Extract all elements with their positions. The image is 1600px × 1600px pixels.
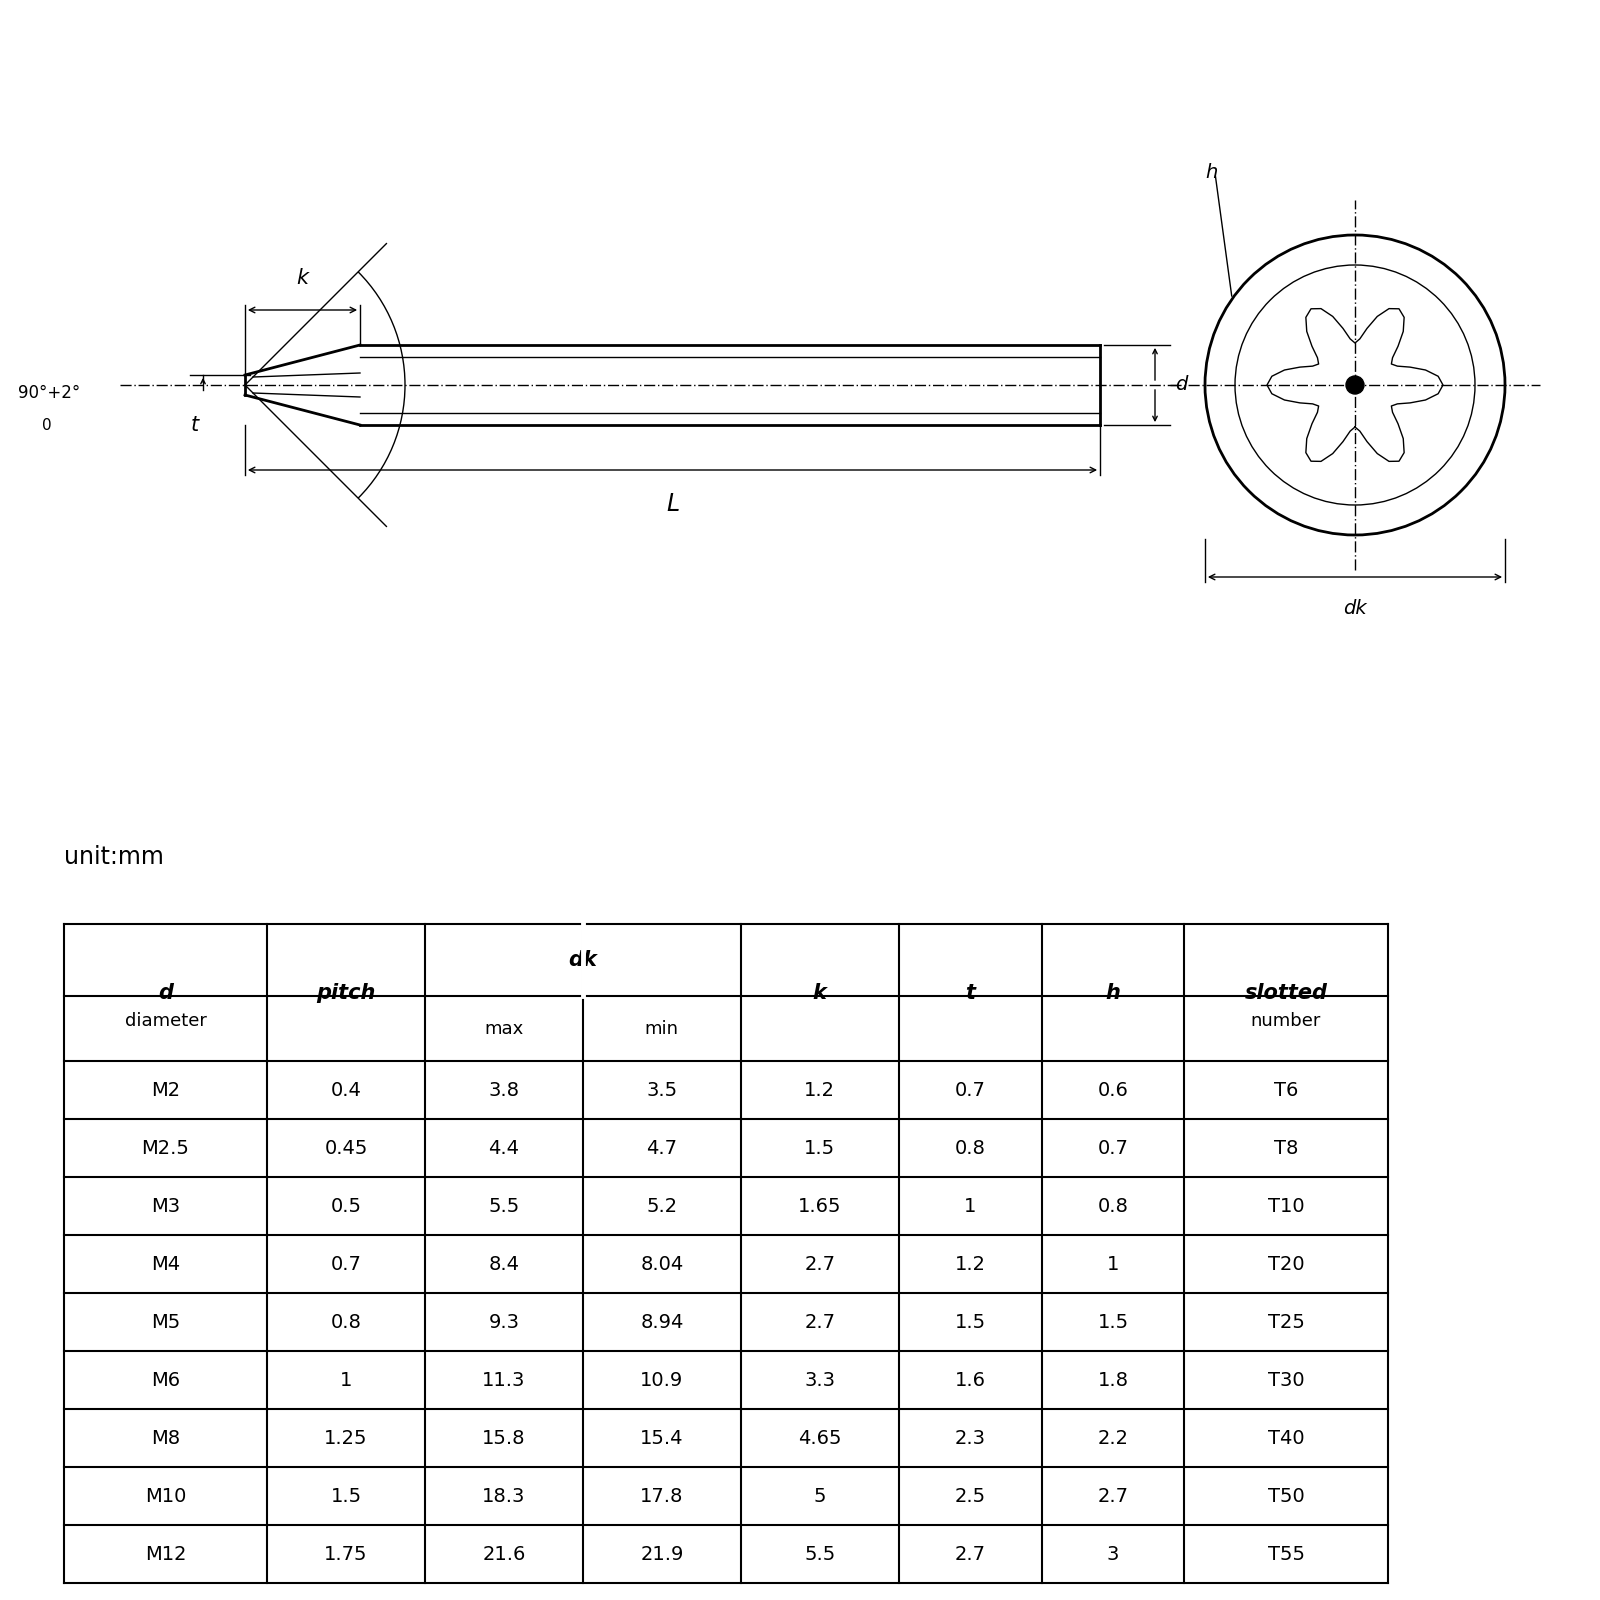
Text: 0.7: 0.7 [331, 1254, 362, 1274]
Text: slotted: slotted [1245, 982, 1328, 1003]
Text: dk: dk [1342, 598, 1366, 618]
Text: M6: M6 [150, 1371, 181, 1389]
Text: 1.5: 1.5 [805, 1139, 835, 1157]
Text: 1: 1 [963, 1197, 976, 1216]
Text: 0.8: 0.8 [955, 1139, 986, 1157]
Text: dk: dk [568, 950, 597, 970]
Text: 21.9: 21.9 [640, 1544, 683, 1563]
Text: L: L [666, 493, 678, 515]
Text: T10: T10 [1267, 1197, 1304, 1216]
Text: 5.5: 5.5 [805, 1544, 835, 1563]
Text: 1.2: 1.2 [955, 1254, 986, 1274]
Text: 0.8: 0.8 [1098, 1197, 1128, 1216]
Text: 3.3: 3.3 [805, 1371, 835, 1389]
Text: 2.5: 2.5 [955, 1486, 986, 1506]
Text: pitch: pitch [317, 982, 376, 1003]
Text: 21.6: 21.6 [482, 1544, 526, 1563]
Text: T30: T30 [1267, 1371, 1304, 1389]
Text: 2.2: 2.2 [1098, 1429, 1128, 1448]
Text: 0.8: 0.8 [331, 1312, 362, 1331]
Text: 8.04: 8.04 [640, 1254, 683, 1274]
Text: 1.5: 1.5 [1098, 1312, 1128, 1331]
Text: h: h [1106, 982, 1120, 1003]
Text: 1.75: 1.75 [325, 1544, 368, 1563]
Text: 4.7: 4.7 [646, 1139, 677, 1157]
Text: 10.9: 10.9 [640, 1371, 683, 1389]
Text: T8: T8 [1274, 1139, 1298, 1157]
Text: 4.4: 4.4 [488, 1139, 520, 1157]
Text: 3.8: 3.8 [488, 1080, 520, 1099]
Text: T20: T20 [1267, 1254, 1304, 1274]
Text: 2.7: 2.7 [805, 1312, 835, 1331]
Text: 1.65: 1.65 [798, 1197, 842, 1216]
Text: T25: T25 [1267, 1312, 1304, 1331]
Text: 8.4: 8.4 [488, 1254, 520, 1274]
Text: 3.5: 3.5 [646, 1080, 677, 1099]
Text: 8.94: 8.94 [640, 1312, 683, 1331]
Text: 1.6: 1.6 [955, 1371, 986, 1389]
Text: 0.6: 0.6 [1098, 1080, 1128, 1099]
Text: M3: M3 [150, 1197, 181, 1216]
Text: 9.3: 9.3 [488, 1312, 520, 1331]
Text: 2.7: 2.7 [955, 1544, 986, 1563]
Text: 1: 1 [339, 1371, 352, 1389]
Text: 1.8: 1.8 [1098, 1371, 1128, 1389]
Text: 5.5: 5.5 [488, 1197, 520, 1216]
Text: 0.4: 0.4 [331, 1080, 362, 1099]
Text: 18.3: 18.3 [482, 1486, 526, 1506]
Text: M12: M12 [144, 1544, 186, 1563]
Text: diameter: diameter [125, 1011, 206, 1029]
Text: M2.5: M2.5 [141, 1139, 189, 1157]
Text: 0.45: 0.45 [325, 1139, 368, 1157]
Text: 0.5: 0.5 [331, 1197, 362, 1216]
Text: max: max [485, 1019, 523, 1037]
Text: M2: M2 [150, 1080, 181, 1099]
Text: t: t [190, 414, 198, 435]
Text: unit:mm: unit:mm [64, 845, 163, 869]
Text: d: d [1174, 376, 1187, 395]
Text: t: t [965, 982, 974, 1003]
Text: 15.8: 15.8 [482, 1429, 526, 1448]
Text: 0.7: 0.7 [1098, 1139, 1128, 1157]
Text: 1.2: 1.2 [805, 1080, 835, 1099]
Text: 0.7: 0.7 [955, 1080, 986, 1099]
Text: 2.7: 2.7 [1098, 1486, 1128, 1506]
Text: T55: T55 [1267, 1544, 1304, 1563]
Text: 1.5: 1.5 [331, 1486, 362, 1506]
Text: 4.65: 4.65 [798, 1429, 842, 1448]
Text: M4: M4 [150, 1254, 181, 1274]
Text: k: k [813, 982, 827, 1003]
Text: 0: 0 [42, 418, 51, 432]
Text: 11.3: 11.3 [482, 1371, 526, 1389]
Text: M8: M8 [150, 1429, 181, 1448]
Text: 90°+2°: 90°+2° [18, 384, 80, 402]
Circle shape [1346, 376, 1363, 394]
Text: T40: T40 [1267, 1429, 1304, 1448]
Text: 15.4: 15.4 [640, 1429, 683, 1448]
Text: 5: 5 [813, 1486, 826, 1506]
Text: k: k [296, 267, 309, 288]
Text: 1: 1 [1107, 1254, 1120, 1274]
Text: number: number [1251, 1011, 1322, 1029]
Text: T50: T50 [1267, 1486, 1304, 1506]
Text: T6: T6 [1274, 1080, 1298, 1099]
Text: 5.2: 5.2 [646, 1197, 677, 1216]
Text: 1.5: 1.5 [955, 1312, 986, 1331]
Text: 3: 3 [1107, 1544, 1120, 1563]
Text: 2.3: 2.3 [955, 1429, 986, 1448]
Text: h: h [1205, 163, 1218, 182]
Text: 1.25: 1.25 [325, 1429, 368, 1448]
Text: 17.8: 17.8 [640, 1486, 683, 1506]
Text: d: d [158, 982, 173, 1003]
Text: M10: M10 [146, 1486, 186, 1506]
Text: min: min [645, 1019, 678, 1037]
Text: M5: M5 [150, 1312, 181, 1331]
Text: 2.7: 2.7 [805, 1254, 835, 1274]
